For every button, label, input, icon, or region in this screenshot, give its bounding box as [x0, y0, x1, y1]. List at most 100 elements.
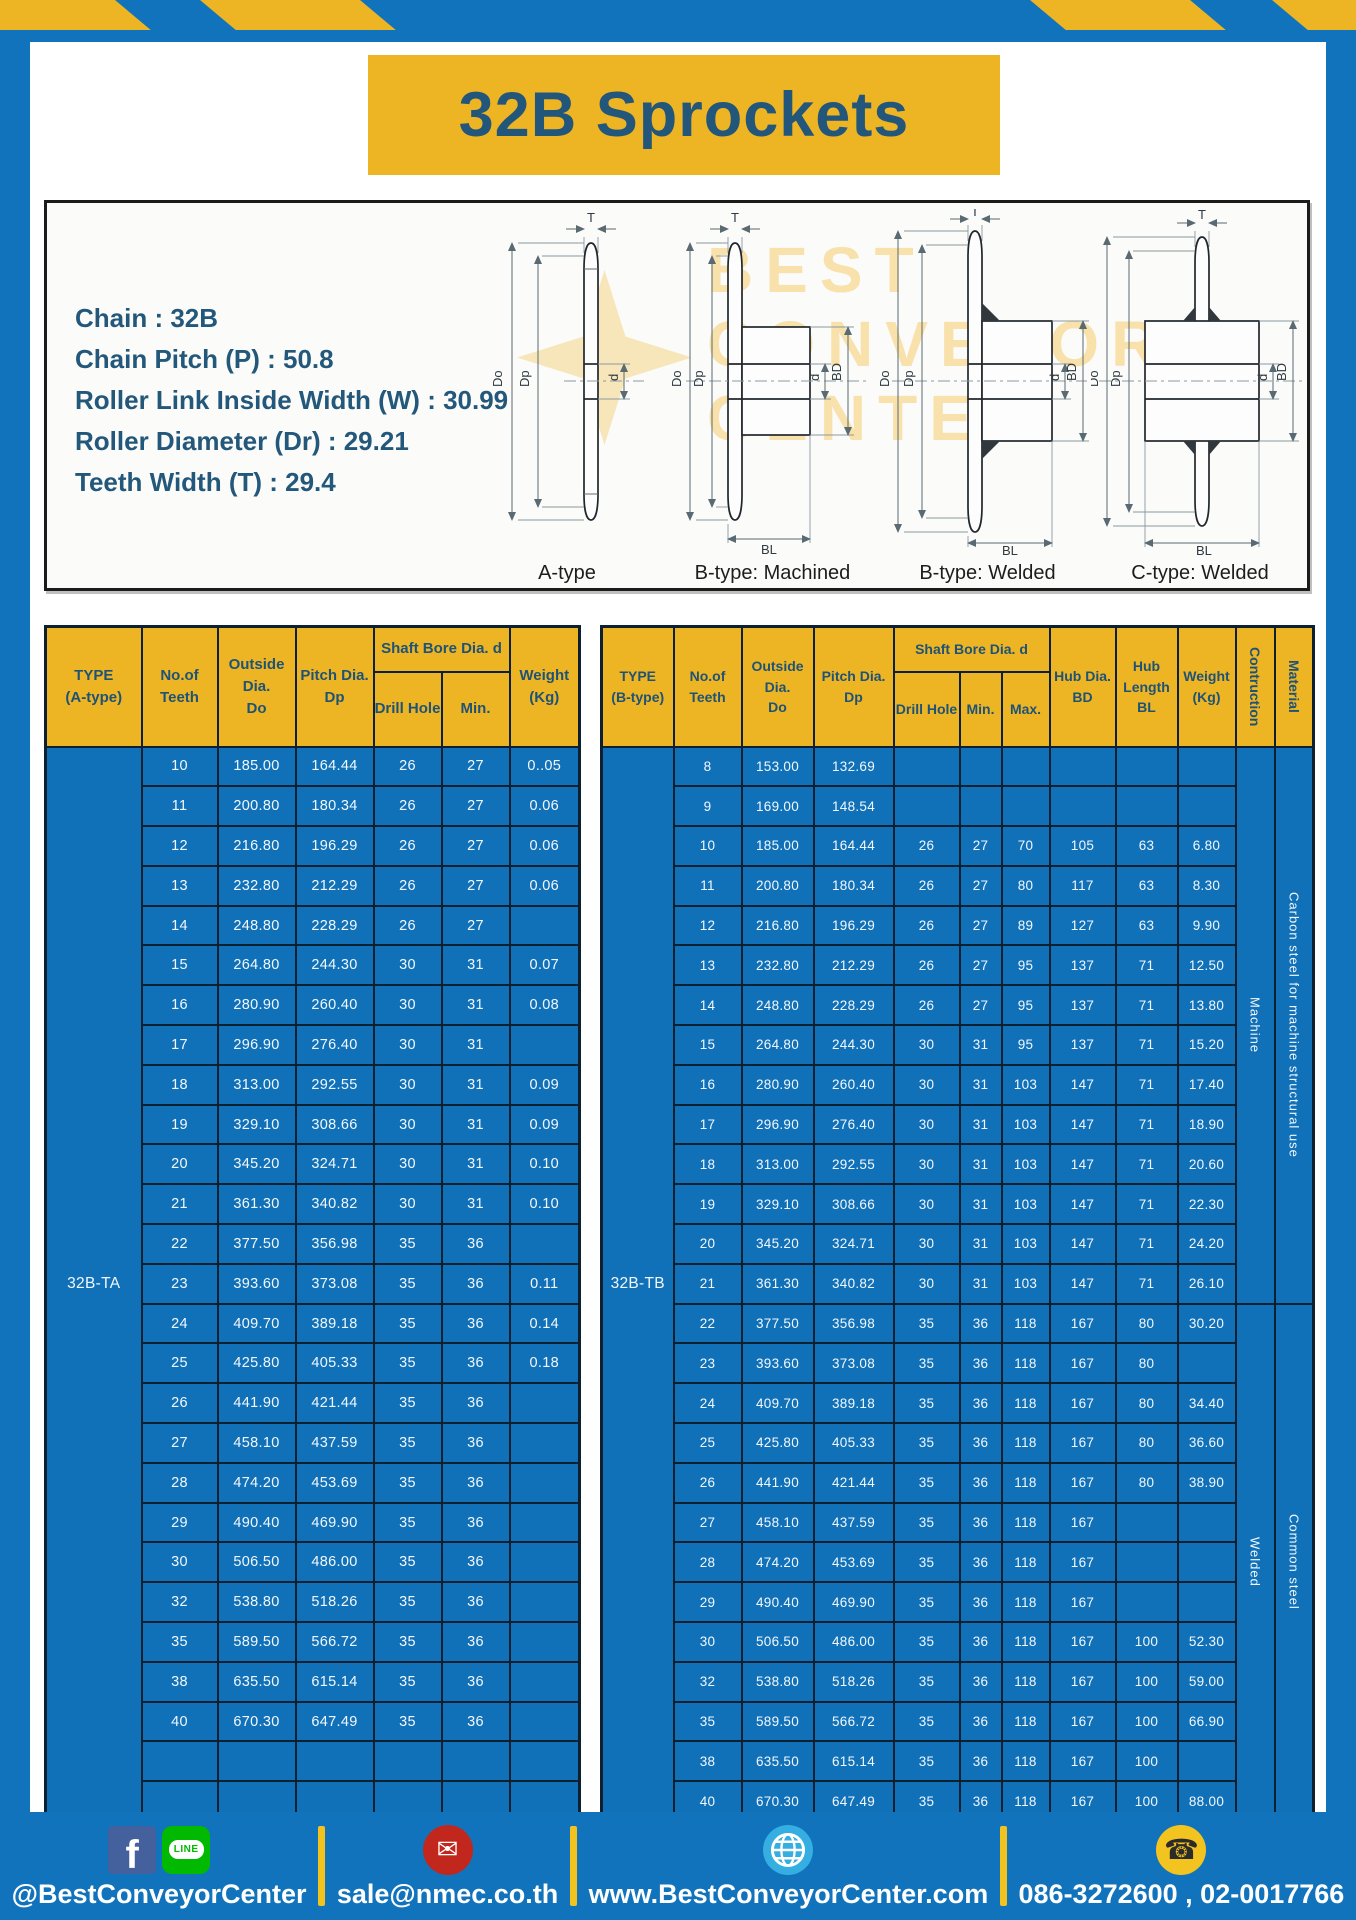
table-cell: 30 — [372, 1024, 443, 1066]
table-cell: 228.29 — [812, 984, 895, 1027]
phone-icon[interactable]: ☎ — [1156, 1824, 1207, 1875]
footer-social[interactable]: f LINE @BestConveyorCenter — [12, 1823, 307, 1910]
table-cell — [440, 1740, 511, 1783]
table-cell: 167 — [1048, 1541, 1117, 1584]
table-cell: 14 — [672, 984, 743, 1027]
table-cell: 518.26 — [294, 1581, 375, 1624]
table-cell: 0.14 — [508, 1302, 581, 1345]
globe-icon[interactable] — [763, 1824, 814, 1875]
table-cell: 9.90 — [1176, 904, 1237, 947]
table-cell: 36 — [958, 1621, 1003, 1663]
table-cell: 437.59 — [812, 1501, 895, 1544]
table-row: 21 361.30 340.82 30 31 0.10 — [46, 1183, 581, 1226]
table-cell — [372, 1740, 443, 1783]
table-cell: 26 — [372, 904, 443, 947]
table-cell: 373.08 — [812, 1342, 895, 1385]
table-cell: 28 — [672, 1541, 743, 1584]
sprocket-drawing-c-welded: T Do Dp d — [1086, 207, 1309, 585]
table-cell: 167 — [1048, 1660, 1117, 1703]
table-row: 10 185.00 164.44 26 27 70 105 63 6.80 — [602, 825, 1314, 867]
table-cell: 276.40 — [812, 1103, 895, 1146]
col-header-weight: Weight (Kg) — [508, 625, 581, 748]
table-row: 16 280.90 260.40 30 31 0.08 — [46, 984, 581, 1027]
table-cell: 35 — [372, 1501, 443, 1544]
dim-label-t: T — [587, 210, 595, 225]
table-cell: 27 — [958, 944, 1003, 987]
table-cell — [508, 1422, 581, 1464]
social-handle[interactable]: @BestConveyorCenter — [11, 1878, 307, 1909]
phone-numbers[interactable]: 086-3272600 , 02-0017766 — [1018, 1878, 1345, 1909]
table-cell: 36 — [440, 1660, 511, 1703]
table-cell: 373.08 — [294, 1262, 375, 1305]
sprocket-drawing-b-welded: T Do Dp d — [877, 204, 1096, 585]
footer-email[interactable]: ✉ sale@nmec.co.th — [337, 1823, 558, 1910]
table-cell — [1048, 745, 1117, 788]
table-cell: 0.18 — [508, 1342, 581, 1385]
table-cell: 35 — [892, 1700, 961, 1743]
col-header-shaft-bore: Shaft Bore Dia. d — [372, 625, 511, 673]
table-cell: 469.90 — [812, 1581, 895, 1624]
table-cell: 147 — [1048, 1103, 1117, 1146]
footer-website[interactable]: www.BestConveyorCenter.com — [588, 1823, 989, 1910]
table-cell: 147 — [1048, 1183, 1117, 1226]
table-cell: 118 — [1000, 1302, 1051, 1345]
col-header-pitch-dia: Pitch Dia. Dp — [294, 625, 375, 748]
facebook-icon[interactable]: f — [108, 1825, 157, 1875]
email-address[interactable]: sale@nmec.co.th — [336, 1878, 559, 1909]
table-cell: 59.00 — [1176, 1660, 1237, 1703]
table-cell: 469.90 — [294, 1501, 375, 1544]
table-cell: 13.80 — [1176, 984, 1237, 1027]
table-cell: 36 — [440, 1342, 511, 1385]
table-cell: 11 — [672, 864, 743, 907]
table-cell: 0.09 — [508, 1063, 581, 1106]
table-row: 19 329.10 308.66 30 31 103 147 71 22.30 — [602, 1183, 1314, 1226]
table-cell: 538.80 — [740, 1660, 815, 1703]
table-row: 26 441.90 421.44 35 36 — [46, 1382, 581, 1425]
table-cell: 17 — [140, 1024, 219, 1066]
table-cell — [508, 1700, 581, 1743]
dim-label-bd: BD — [1274, 363, 1289, 381]
table-cell — [1114, 745, 1179, 788]
table-cell: 36 — [440, 1621, 511, 1663]
table-cell: 38 — [140, 1660, 219, 1703]
table-row: 19 329.10 308.66 30 31 0.09 — [46, 1103, 581, 1146]
table-cell: 635.50 — [740, 1740, 815, 1783]
table-cell: 27 — [958, 825, 1003, 867]
table-row: 38 635.50 615.14 35 36 118 167 100 — [602, 1740, 1314, 1783]
table-cell: 169.00 — [740, 785, 815, 828]
table-cell: 118 — [1000, 1501, 1051, 1544]
table-cell: 38 — [672, 1740, 743, 1783]
table-row: 14 248.80 228.29 26 27 95 137 71 13.80 — [602, 984, 1314, 1027]
table-cell: 0..05 — [508, 745, 581, 788]
table-cell: 26.10 — [1176, 1262, 1237, 1305]
table-cell: 474.20 — [740, 1541, 815, 1584]
table-cell: 232.80 — [216, 864, 297, 907]
table-cell — [508, 1581, 581, 1624]
table-cell: 19 — [140, 1103, 219, 1146]
table-cell: 356.98 — [294, 1223, 375, 1265]
table-cell: 393.60 — [740, 1342, 815, 1385]
table-cell: 329.10 — [740, 1183, 815, 1226]
table-cell: 95 — [1000, 1024, 1051, 1066]
table-row: 40 670.30 647.49 35 36 — [46, 1700, 581, 1743]
table-cell: 18 — [140, 1063, 219, 1106]
table-cell: 615.14 — [294, 1660, 375, 1703]
table-cell: 437.59 — [294, 1422, 375, 1464]
table-cell: 421.44 — [294, 1382, 375, 1425]
table-cell: 15 — [140, 944, 219, 987]
footer-social-icons: f LINE — [108, 1823, 211, 1877]
email-icon[interactable]: ✉ — [422, 1824, 473, 1875]
website-url[interactable]: www.BestConveyorCenter.com — [588, 1878, 989, 1909]
table-cell: 27 — [958, 984, 1003, 1027]
table-row: 23 393.60 373.08 35 36 0.11 — [46, 1262, 581, 1305]
line-icon[interactable]: LINE — [162, 1825, 211, 1874]
table-cell: 35 — [892, 1501, 961, 1544]
table-cell: 324.71 — [294, 1143, 375, 1186]
dim-label-dp: Dp — [517, 370, 532, 387]
table-row: 26 441.90 421.44 35 36 118 167 80 38.90 — [602, 1461, 1314, 1504]
table-cell: 409.70 — [216, 1302, 297, 1345]
table-cell: 35 — [372, 1700, 443, 1743]
table-cell: 137 — [1048, 984, 1117, 1027]
table-cell: 441.90 — [216, 1382, 297, 1425]
footer-phone[interactable]: ☎ 086-3272600 , 02-0017766 — [1018, 1823, 1345, 1910]
